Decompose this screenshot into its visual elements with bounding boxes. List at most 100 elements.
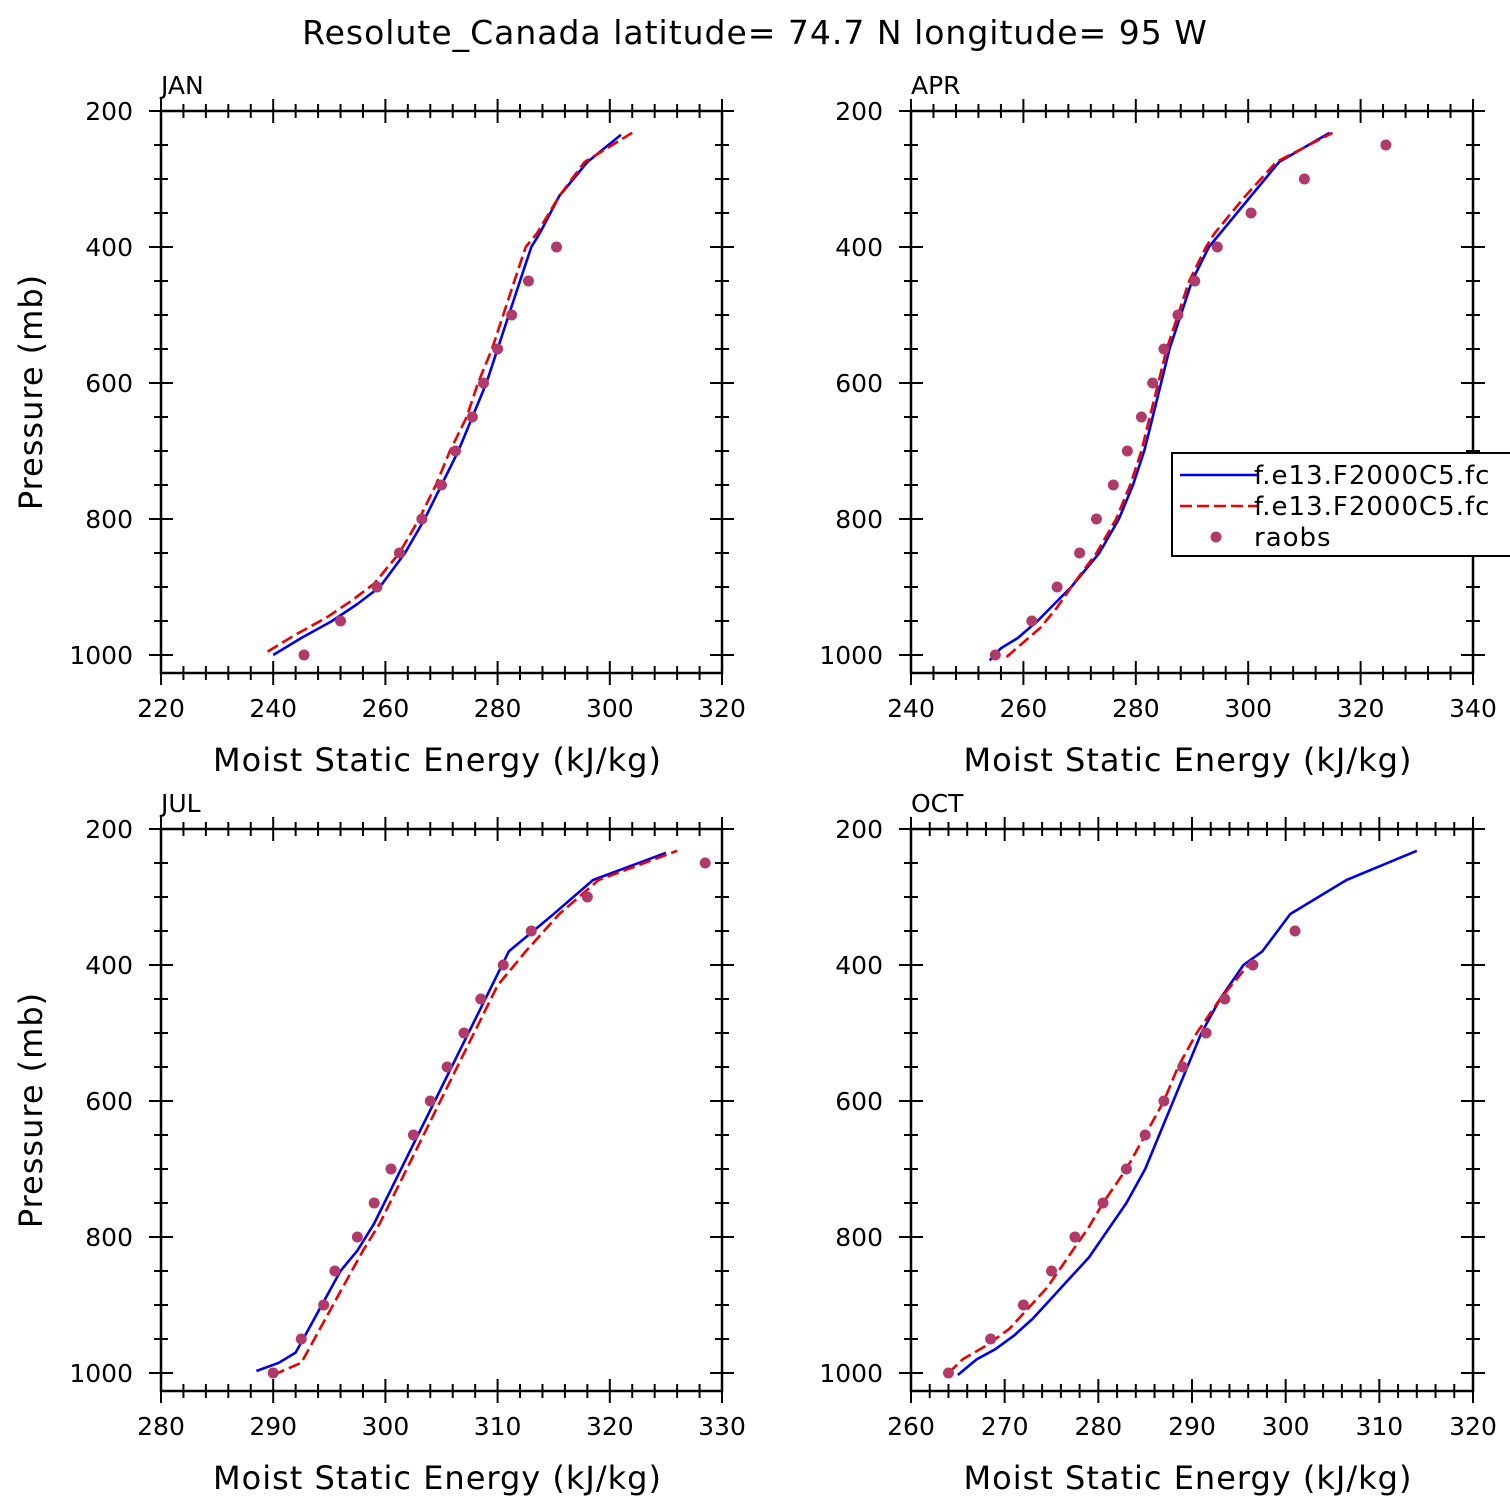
raobs-point — [450, 445, 462, 457]
panel-title: APR — [911, 71, 961, 100]
raobs-point — [1298, 173, 1310, 185]
raobs-point — [1046, 1265, 1057, 1277]
panel-apr: 240 260 280 300 320 340 200 400 600 800 1000 APR Moi… — [819, 71, 1496, 779]
raobs-point — [335, 615, 347, 627]
raobs-point — [318, 1299, 330, 1311]
raobs-point — [1289, 925, 1301, 937]
raobs-point — [1017, 1299, 1029, 1311]
x-tick-label: 320 — [1449, 1412, 1497, 1441]
x-tick-label: 300 — [362, 1412, 410, 1441]
x-tick-label: 240 — [887, 694, 935, 723]
raobs-point — [385, 1163, 397, 1175]
raobs-point — [497, 959, 509, 971]
x-tick-label: 280 — [1074, 1412, 1122, 1441]
model-solid-line — [255, 851, 667, 1373]
x-tick-label: 260 — [887, 1412, 935, 1441]
x-axis-label: Moist Static Energy (kJ/kg) — [213, 1459, 662, 1497]
raobs-point — [1245, 207, 1257, 219]
raobs-point — [441, 1061, 453, 1073]
y-tick-label: 400 — [85, 233, 133, 262]
raobs-point — [1135, 411, 1147, 423]
model-dashed-line — [272, 849, 678, 1377]
plot-data — [988, 131, 1392, 662]
x-tick-label: 280 — [137, 1412, 185, 1441]
x-tick-label: 260 — [362, 694, 410, 723]
y-tick-label: 1000 — [69, 641, 133, 670]
raobs-point — [1380, 139, 1392, 151]
raobs-point — [699, 857, 711, 869]
panel-oct: 260 270 280 290 300 310 320 200 400 600 800 1000 OCT… — [819, 789, 1496, 1497]
y-tick-label: 600 — [85, 369, 133, 398]
panel-title: JAN — [159, 71, 204, 100]
x-tick-label: 270 — [981, 1412, 1029, 1441]
raobs-point — [1090, 513, 1102, 525]
y-tick-label: 800 — [835, 505, 883, 534]
x-tick-label: 220 — [137, 694, 185, 723]
panel-title: OCT — [911, 789, 964, 818]
raobs-point — [1121, 445, 1133, 457]
raobs-point — [492, 343, 504, 355]
raobs-point — [371, 581, 383, 593]
x-tick-label: 300 — [1262, 1412, 1310, 1441]
figure-title: Resolute_Canada latitude= 74.7 N longitu… — [302, 13, 1208, 52]
raobs-point — [1097, 1197, 1109, 1209]
raobs-point — [1069, 1231, 1081, 1243]
raobs-point — [1219, 993, 1231, 1005]
raobs-point — [506, 309, 518, 321]
legend-label: f.e13.F2000C5.fc — [1254, 492, 1490, 522]
plot-data — [255, 849, 711, 1379]
model-solid-line — [272, 133, 622, 657]
raobs-point — [1172, 309, 1184, 321]
x-tick-label: 240 — [249, 694, 297, 723]
y-tick-label: 800 — [85, 1223, 133, 1252]
raobs-point — [466, 411, 478, 423]
plot-data — [266, 131, 633, 661]
raobs-point — [298, 649, 310, 661]
x-axis-label: Moist Static Energy (kJ/kg) — [964, 741, 1413, 779]
raobs-point — [475, 993, 487, 1005]
raobs-point — [416, 513, 428, 525]
legend-label: f.e13.F2000C5.fc — [1254, 461, 1490, 491]
raobs-point — [267, 1367, 279, 1379]
y-tick-label: 200 — [835, 815, 883, 844]
y-tick-label: 800 — [85, 505, 133, 534]
raobs-point — [1158, 1095, 1170, 1107]
raobs-point — [1139, 1129, 1151, 1141]
raobs-point — [1120, 1163, 1132, 1175]
model-dashed-line — [266, 131, 633, 653]
y-axis-label: Pressure (mb) — [12, 992, 50, 1228]
raobs-point — [1158, 343, 1170, 355]
model-dashed-line — [947, 964, 1250, 1374]
x-axis-label: Moist Static Energy (kJ/kg) — [213, 741, 662, 779]
panel-jan: 220 240 260 280 300 320 200 400 600 800 1000 JAN Moi… — [12, 71, 746, 779]
raobs-point — [1147, 377, 1159, 389]
x-tick-label: 280 — [474, 694, 522, 723]
raobs-point — [436, 479, 447, 491]
panel-jul: 280 290 300 310 320 330 200 400 600 800 1000 JUL Moi… — [12, 789, 746, 1497]
raobs-point — [1107, 479, 1119, 491]
x-tick-label: 320 — [1337, 694, 1385, 723]
x-tick-label: 310 — [1355, 1412, 1403, 1441]
legend-raobs-marker — [1210, 531, 1222, 543]
raobs-point — [522, 275, 534, 287]
raobs-point — [1247, 959, 1259, 971]
x-tick-label: 310 — [474, 1412, 522, 1441]
x-tick-label: 290 — [1168, 1412, 1216, 1441]
legend-box — [1171, 452, 1510, 557]
plot-frame — [159, 109, 724, 675]
raobs-point — [1026, 615, 1038, 627]
raobs-point — [393, 547, 405, 559]
x-tick-label: 320 — [698, 694, 746, 723]
y-tick-label: 200 — [85, 815, 133, 844]
y-tick-label: 1000 — [819, 641, 883, 670]
y-tick-label: 1000 — [819, 1359, 883, 1388]
x-tick-label: 260 — [1000, 694, 1048, 723]
raobs-point — [942, 1367, 954, 1379]
x-tick-label: 290 — [249, 1412, 297, 1441]
y-tick-label: 400 — [85, 951, 133, 980]
raobs-point — [1211, 241, 1223, 253]
raobs-point — [985, 1333, 997, 1345]
raobs-point — [989, 649, 1001, 661]
